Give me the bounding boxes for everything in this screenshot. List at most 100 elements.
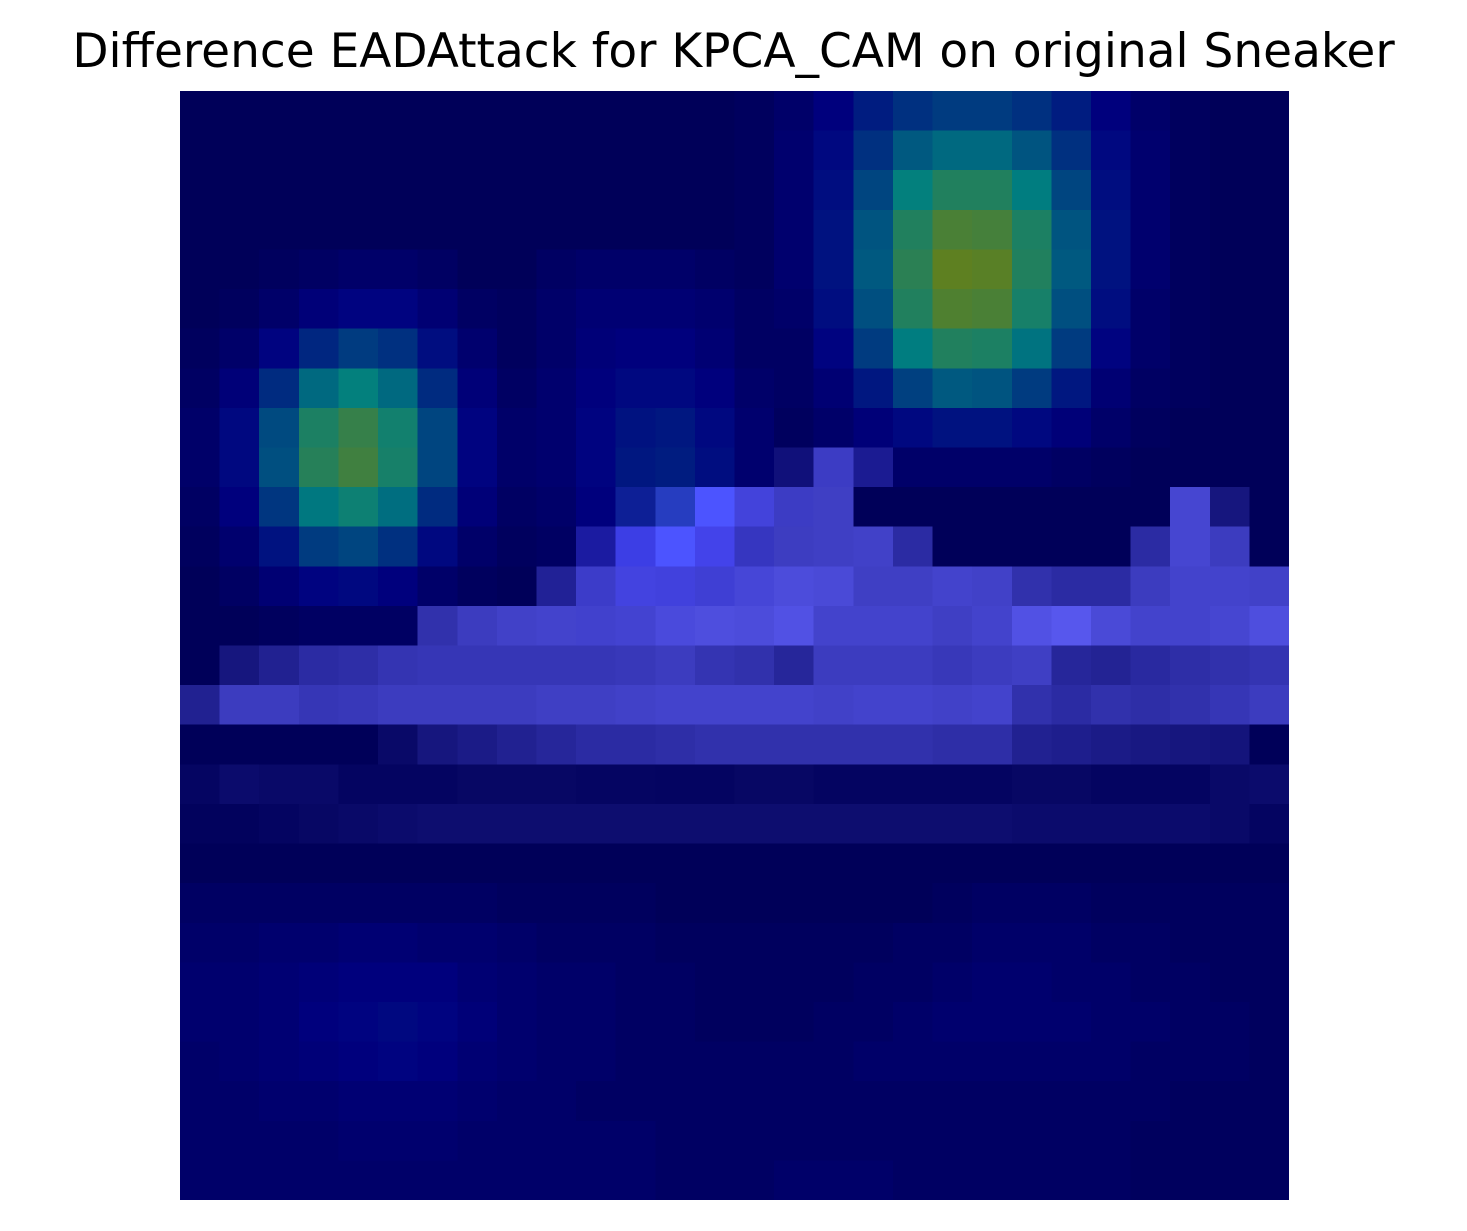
heatmap-cell [417,645,459,686]
heatmap-cell [1090,249,1132,290]
heatmap-cell [1051,1160,1092,1200]
heatmap-cell [576,328,617,370]
heatmap-cell [417,487,459,528]
heatmap-cell [259,447,300,488]
heatmap-cell [734,1160,775,1200]
heatmap-cell [1090,803,1132,845]
heatmap-cell [219,368,261,409]
heatmap-cell [536,605,577,647]
heatmap-cell [892,249,934,290]
heatmap-cell [1170,883,1211,924]
heatmap-cell [576,1160,617,1200]
heatmap-cell [655,368,696,409]
heatmap-cell [338,130,379,172]
heatmap-cell [1209,724,1251,766]
heatmap-cell [1170,1001,1211,1043]
heatmap-cell [536,289,577,330]
heatmap-cell [457,170,498,211]
heatmap-cell [457,962,498,1003]
heatmap-cell [457,922,498,964]
heatmap-cell [694,962,736,1003]
heatmap-cell [1170,209,1211,251]
heatmap-cell [1209,170,1251,211]
heatmap-cell [655,764,696,805]
heatmap-cell [892,1041,934,1082]
heatmap-cell [1249,170,1289,211]
heatmap-cell [1249,526,1289,568]
heatmap-cell [1209,843,1251,884]
heatmap-cell [536,883,577,924]
heatmap-cell [892,1081,934,1122]
heatmap-cell [378,407,419,449]
heatmap-cell [496,566,538,607]
heatmap-cell [378,170,419,211]
heatmap-cell [1011,1081,1053,1122]
heatmap-cell [219,685,261,726]
heatmap-cell [694,1081,736,1122]
heatmap-cell [1130,526,1171,568]
heatmap-cell [298,170,340,211]
heatmap-cell [378,843,419,884]
heatmap-cell [536,328,577,370]
heatmap-cell [1011,645,1053,686]
heatmap-cell [932,962,973,1003]
heatmap-cell [1051,685,1092,726]
heatmap-cell [892,130,934,172]
heatmap-cell [1051,962,1092,1003]
heatmap-cell [1130,1041,1171,1082]
heatmap-cell [694,843,736,884]
heatmap-cell [298,803,340,845]
heatmap-cell [892,645,934,686]
heatmap-cell [892,328,934,370]
heatmap-cell [615,526,657,568]
heatmap-cell [972,209,1013,251]
heatmap-cell [1011,605,1053,647]
heatmap-cell [932,803,973,845]
heatmap-cell [219,1160,261,1200]
heatmap-cell [853,685,894,726]
heatmap-cell [655,407,696,449]
heatmap-cell [219,1001,261,1043]
heatmap-cell [853,209,894,251]
heatmap-cell [972,328,1013,370]
heatmap-cell [813,368,855,409]
heatmap-cell [576,130,617,172]
heatmap-cell [655,130,696,172]
heatmap-cell [972,526,1013,568]
heatmap-cell [972,922,1013,964]
heatmap-cell [655,566,696,607]
heatmap-cell [813,724,855,766]
heatmap-cell [734,487,775,528]
heatmap-cell [734,289,775,330]
heatmap-cell [813,91,855,132]
heatmap-cell [972,724,1013,766]
heatmap-cell [1011,764,1053,805]
heatmap-cell [615,645,657,686]
heatmap-cell [655,724,696,766]
heatmap-cell [219,605,261,647]
heatmap-cell [378,1120,419,1162]
heatmap-cell [972,249,1013,290]
heatmap-cell [1090,130,1132,172]
heatmap-cell [417,526,459,568]
heatmap-cell [655,922,696,964]
heatmap-cell [338,1001,379,1043]
heatmap-cell [259,209,300,251]
heatmap-cell [1051,130,1092,172]
heatmap-cell [219,566,261,607]
heatmap-cell [1130,962,1171,1003]
heatmap-cell [417,407,459,449]
heatmap-cell [694,645,736,686]
heatmap-cell [694,605,736,647]
heatmap-cell [457,447,498,488]
heatmap-cell [576,1041,617,1082]
heatmap-cell [734,645,775,686]
heatmap-cell [576,526,617,568]
heatmap-cell [813,289,855,330]
heatmap-cell [378,685,419,726]
heatmap-cell [1090,526,1132,568]
heatmap-cell [853,289,894,330]
heatmap-cell [259,566,300,607]
heatmap-cell [694,724,736,766]
heatmap-cell [972,645,1013,686]
